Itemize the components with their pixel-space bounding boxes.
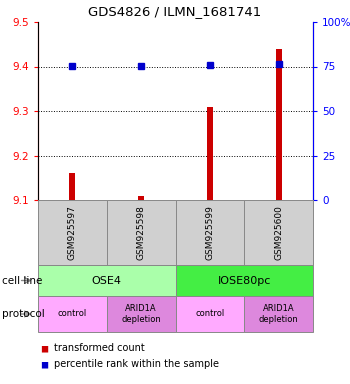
Text: GSM925598: GSM925598 <box>136 205 146 260</box>
Text: ARID1A
depletion: ARID1A depletion <box>259 304 299 324</box>
Text: ◼: ◼ <box>40 343 48 353</box>
Text: GSM925599: GSM925599 <box>205 205 214 260</box>
Text: cell line: cell line <box>2 275 42 285</box>
Bar <box>138 195 144 200</box>
Text: GDS4826 / ILMN_1681741: GDS4826 / ILMN_1681741 <box>88 5 262 18</box>
Text: OSE4: OSE4 <box>92 275 122 285</box>
Text: percentile rank within the sample: percentile rank within the sample <box>54 359 219 369</box>
Text: GSM925597: GSM925597 <box>68 205 77 260</box>
Text: GSM925600: GSM925600 <box>274 205 283 260</box>
Text: IOSE80pc: IOSE80pc <box>218 275 271 285</box>
Text: control: control <box>195 310 224 318</box>
Bar <box>275 49 282 200</box>
Text: ◼: ◼ <box>40 359 48 369</box>
Bar <box>207 106 213 200</box>
Text: control: control <box>58 310 87 318</box>
Text: ARID1A
depletion: ARID1A depletion <box>121 304 161 324</box>
Bar <box>69 173 76 200</box>
Text: transformed count: transformed count <box>54 343 145 353</box>
Text: protocol: protocol <box>2 309 45 319</box>
